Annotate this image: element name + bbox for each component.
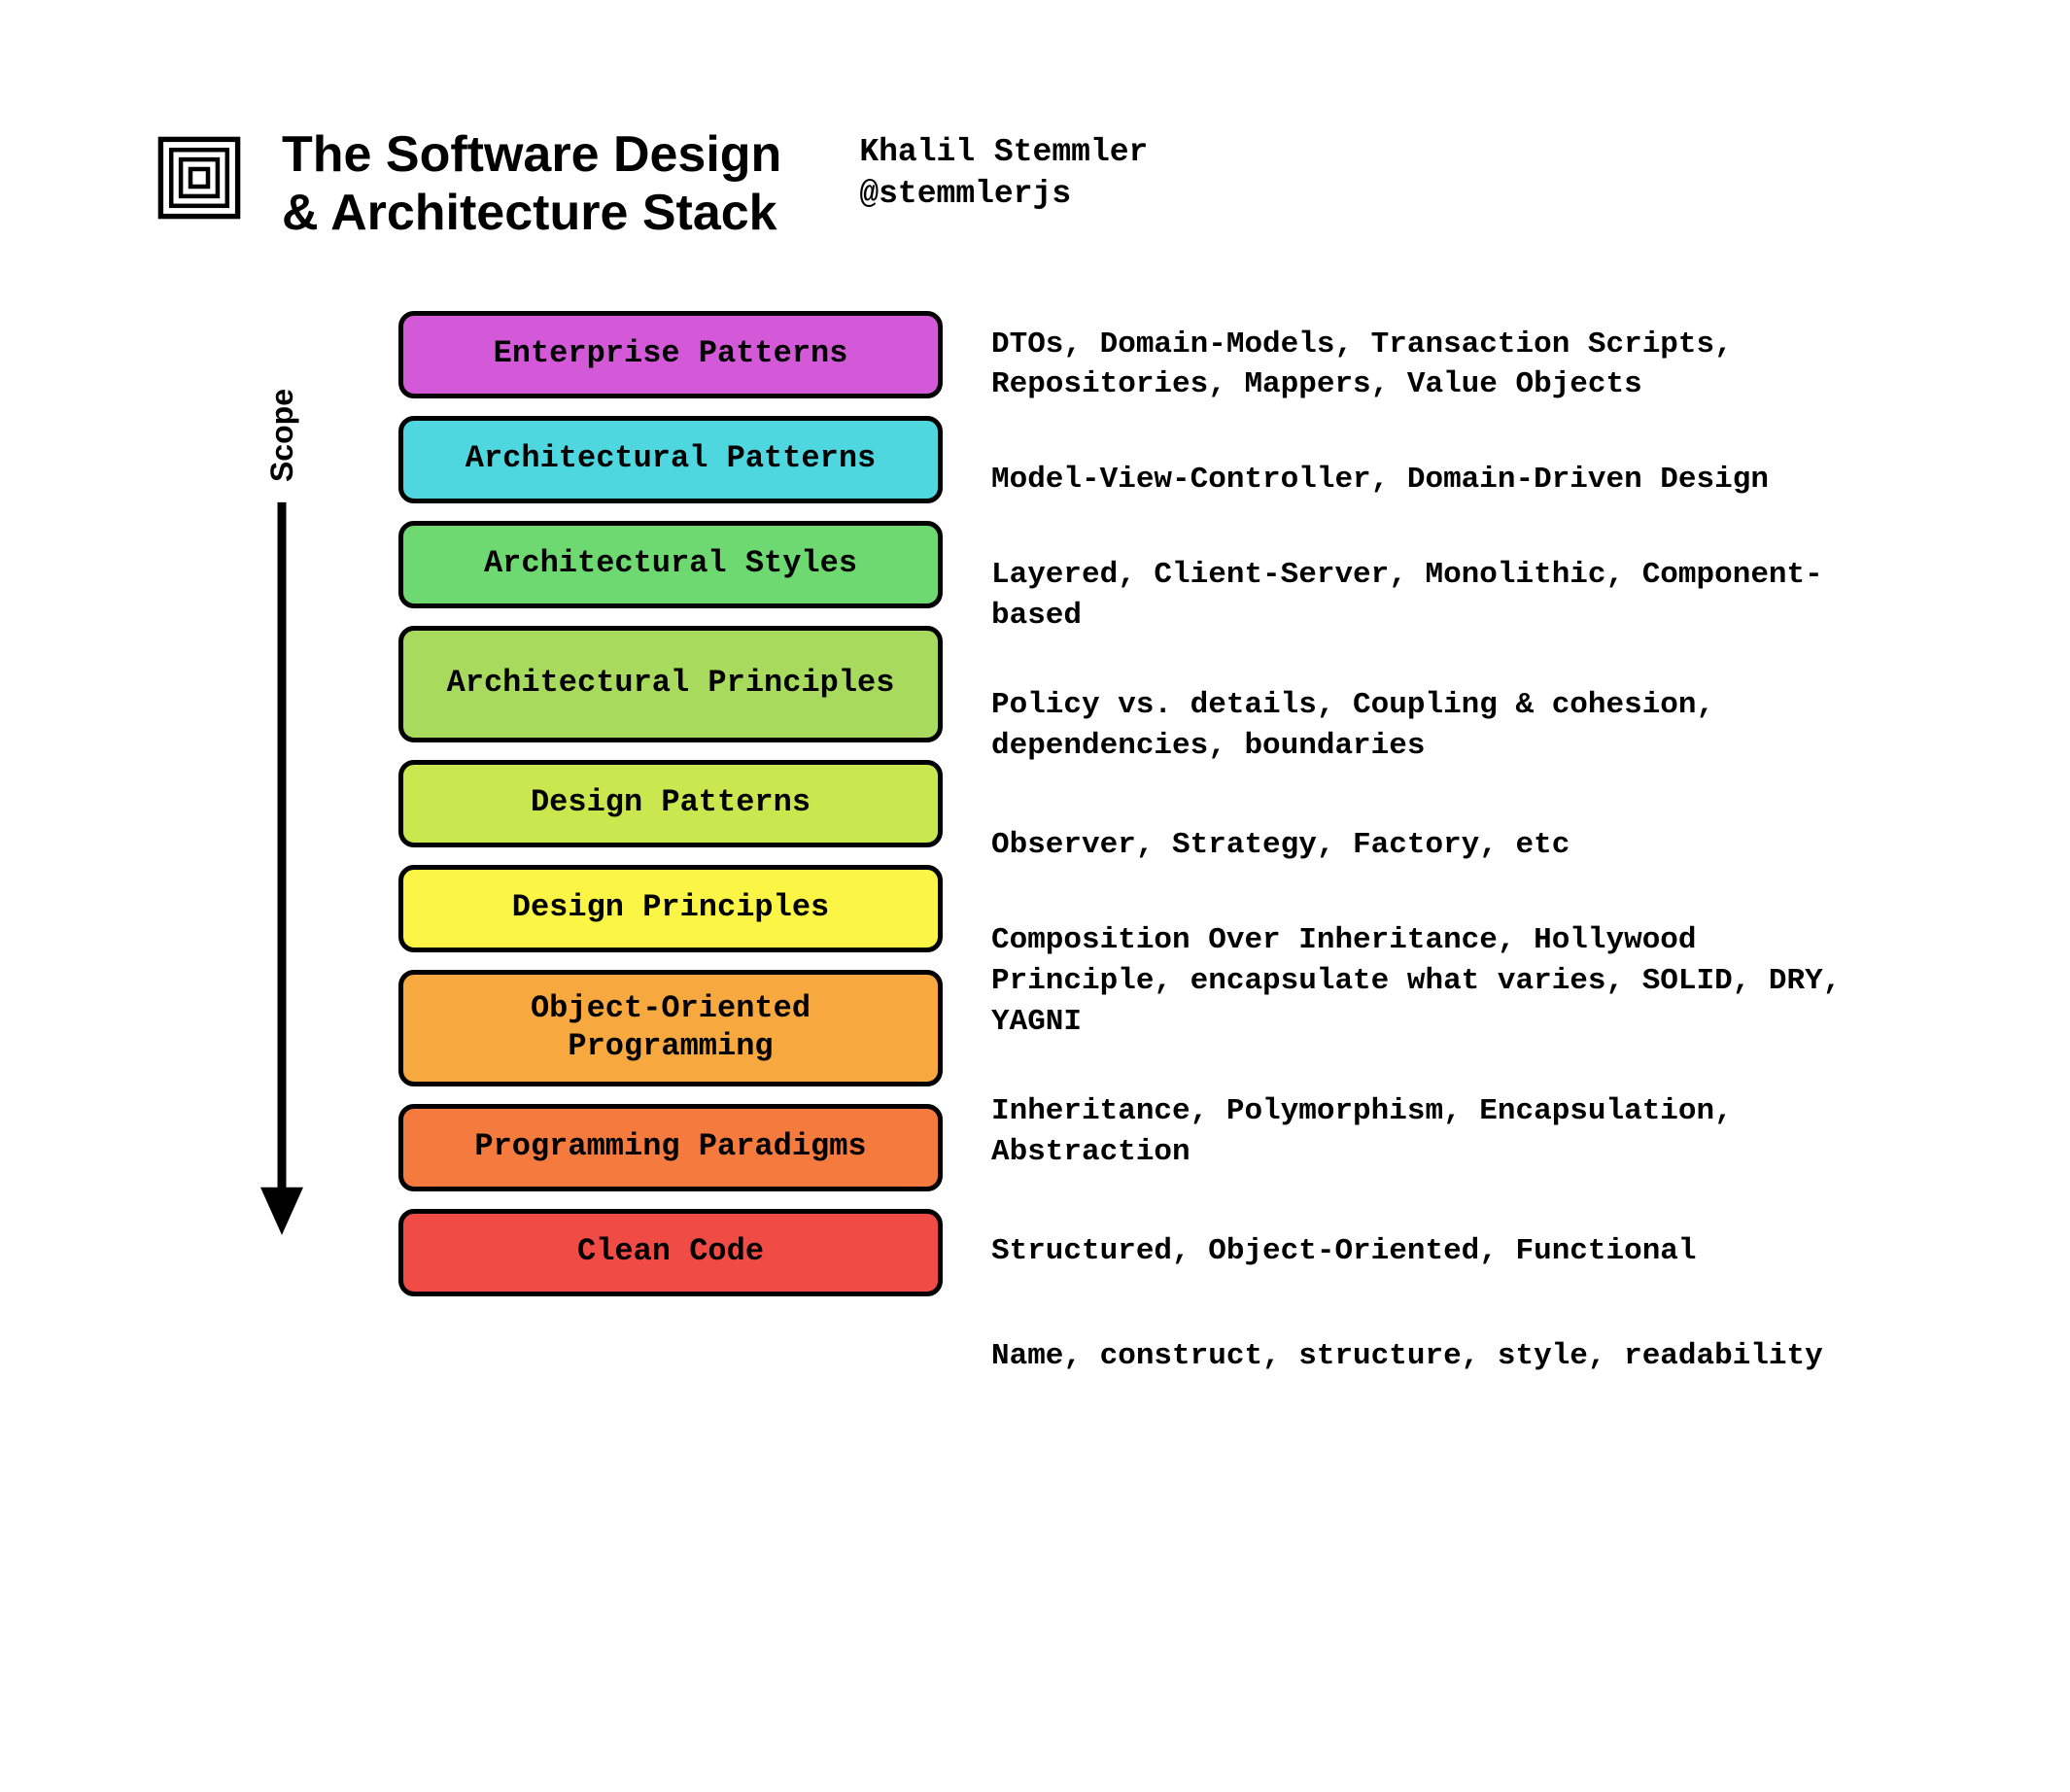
scope-column: Scope [224,311,340,1400]
layer-description-text: Inheritance, Polymorphism, Encapsulation… [991,1091,1866,1173]
layer-description-text: Layered, Client-Server, Monolithic, Comp… [991,555,1866,637]
stack-layer-label: Architectural Patterns [466,440,876,477]
layer-description: DTOs, Domain-Models, Transaction Scripts… [991,311,1866,420]
spiral-logo-icon [155,134,243,222]
layer-description: Name, construct, structure, style, reada… [991,1313,1866,1400]
scope-label: Scope [264,389,300,482]
stack-layer: Programming Paradigms [398,1104,943,1191]
layer-description: Observer, Strategy, Factory, etc [991,802,1866,889]
stack-layer-label: Design Principles [512,889,829,926]
layer-description: Inheritance, Polymorphism, Encapsulation… [991,1074,1866,1190]
stack-layer-label: Clean Code [577,1233,764,1270]
title-block: The Software Design & Architecture Stack… [282,126,1148,243]
stack-layer: Design Principles [398,865,943,952]
layer-description-text: Policy vs. details, Coupling & cohesion,… [991,685,1866,767]
layer-description: Structured, Object-Oriented, Functional [991,1208,1866,1295]
stack-layer-label: Programming Paradigms [474,1128,866,1165]
title-line-1: The Software Design [282,126,781,183]
stack-layer: Architectural Principles [398,626,943,742]
layer-description-text: DTOs, Domain-Models, Transaction Scripts… [991,325,1866,406]
layer-description: Composition Over Inheritance, Hollywood … [991,907,1866,1056]
author-block: Khalil Stemmler @stemmlerjs [859,132,1148,216]
layer-description-text: Observer, Strategy, Factory, etc [991,825,1570,866]
stack-column: Enterprise Patterns Architectural Pattern… [398,311,943,1400]
author-handle: @stemmlerjs [859,174,1148,216]
header: The Software Design & Architecture Stack… [155,126,1934,243]
layer-description-text: Structured, Object-Oriented, Functional [991,1231,1697,1272]
stack-layer: Architectural Styles [398,521,943,608]
stack-layer-label: Architectural Principles [447,665,895,702]
layer-description-text: Name, construct, structure, style, reada… [991,1336,1823,1377]
stack-layer-label: Enterprise Patterns [494,335,848,372]
stack-layer: Object-Oriented Programming [398,970,943,1086]
stack-layer: Architectural Patterns [398,416,943,503]
stack-layer: Enterprise Patterns [398,311,943,398]
layer-description-text: Composition Over Inheritance, Hollywood … [991,920,1866,1043]
description-column: DTOs, Domain-Models, Transaction Scripts… [991,311,1934,1400]
page-title: The Software Design & Architecture Stack [282,126,781,243]
layer-description: Policy vs. details, Coupling & cohesion,… [991,668,1866,784]
layer-description: Model-View-Controller, Domain-Driven Des… [991,436,1866,524]
layer-description-text: Model-View-Controller, Domain-Driven Des… [991,460,1769,500]
content: Scope Enterprise Patterns Architectural P… [224,311,1934,1400]
stack-layer: Clean Code [398,1209,943,1296]
layer-description: Layered, Client-Server, Monolithic, Comp… [991,541,1866,650]
title-line-2: & Architecture Stack [282,185,777,241]
stack-layer-label: Object-Oriented Programming [423,990,918,1065]
stack-layer: Design Patterns [398,760,943,847]
stack-layer-label: Architectural Styles [484,545,857,582]
stack-layer-label: Design Patterns [531,784,811,821]
author-name: Khalil Stemmler [859,132,1148,174]
scope-arrow-icon [253,492,311,1235]
